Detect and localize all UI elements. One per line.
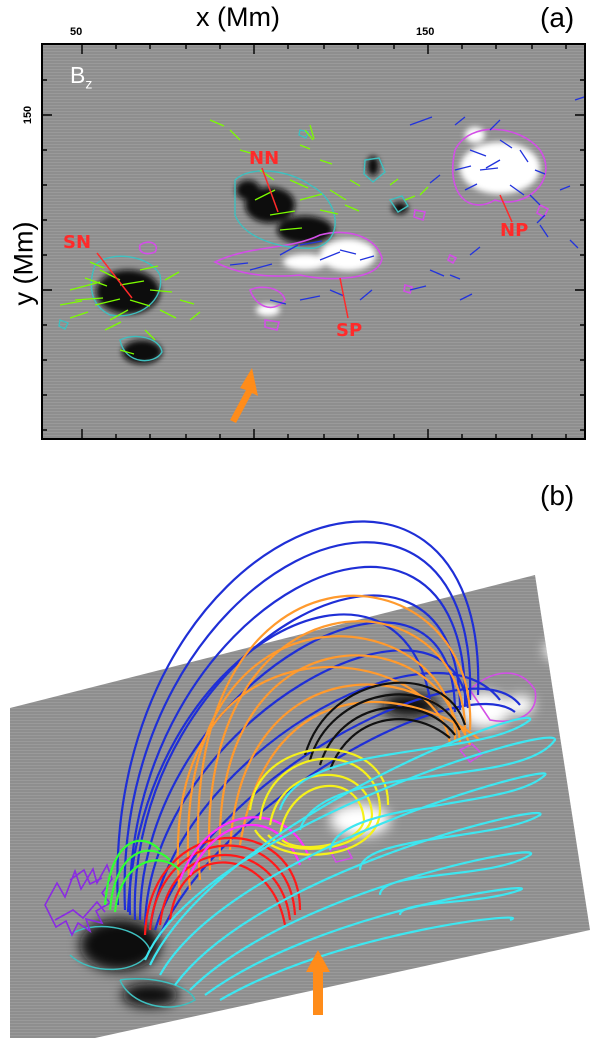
x-tick-50: 50 <box>70 26 83 38</box>
field-lines-green <box>103 839 181 913</box>
x-tick-150: 150 <box>416 26 435 38</box>
panel-a <box>41 43 586 440</box>
x-axis-title: x (Mm) <box>196 2 280 32</box>
arrow-a <box>230 368 258 423</box>
panel-b <box>10 520 590 1038</box>
arrow-b <box>306 950 330 1015</box>
frame-a <box>41 43 586 440</box>
ticks-a <box>42 44 585 439</box>
field-lines-blue <box>116 520 521 936</box>
region-label-sp: SP <box>336 320 363 341</box>
field-label-main: B <box>70 62 86 88</box>
field-lines-yellow <box>248 748 390 856</box>
field-lines-black <box>303 681 467 771</box>
field-component-label: Bz <box>70 62 92 92</box>
field-lines-b <box>103 520 557 1001</box>
panel-b-label: (b) <box>540 480 575 511</box>
field-label-sub: z <box>85 75 93 92</box>
magnetogram-features-a <box>58 95 585 423</box>
field-lines-cyan <box>143 716 557 1001</box>
region-label-sn: SN <box>63 232 92 253</box>
y-tick-150: 150 <box>22 105 35 125</box>
y-axis-title: y (Mm) <box>8 221 39 306</box>
panel-a-label: (a) <box>540 2 575 33</box>
region-label-nn: NN <box>249 148 280 169</box>
field-lines-red <box>143 836 302 936</box>
region-label-np: NP <box>500 220 529 241</box>
